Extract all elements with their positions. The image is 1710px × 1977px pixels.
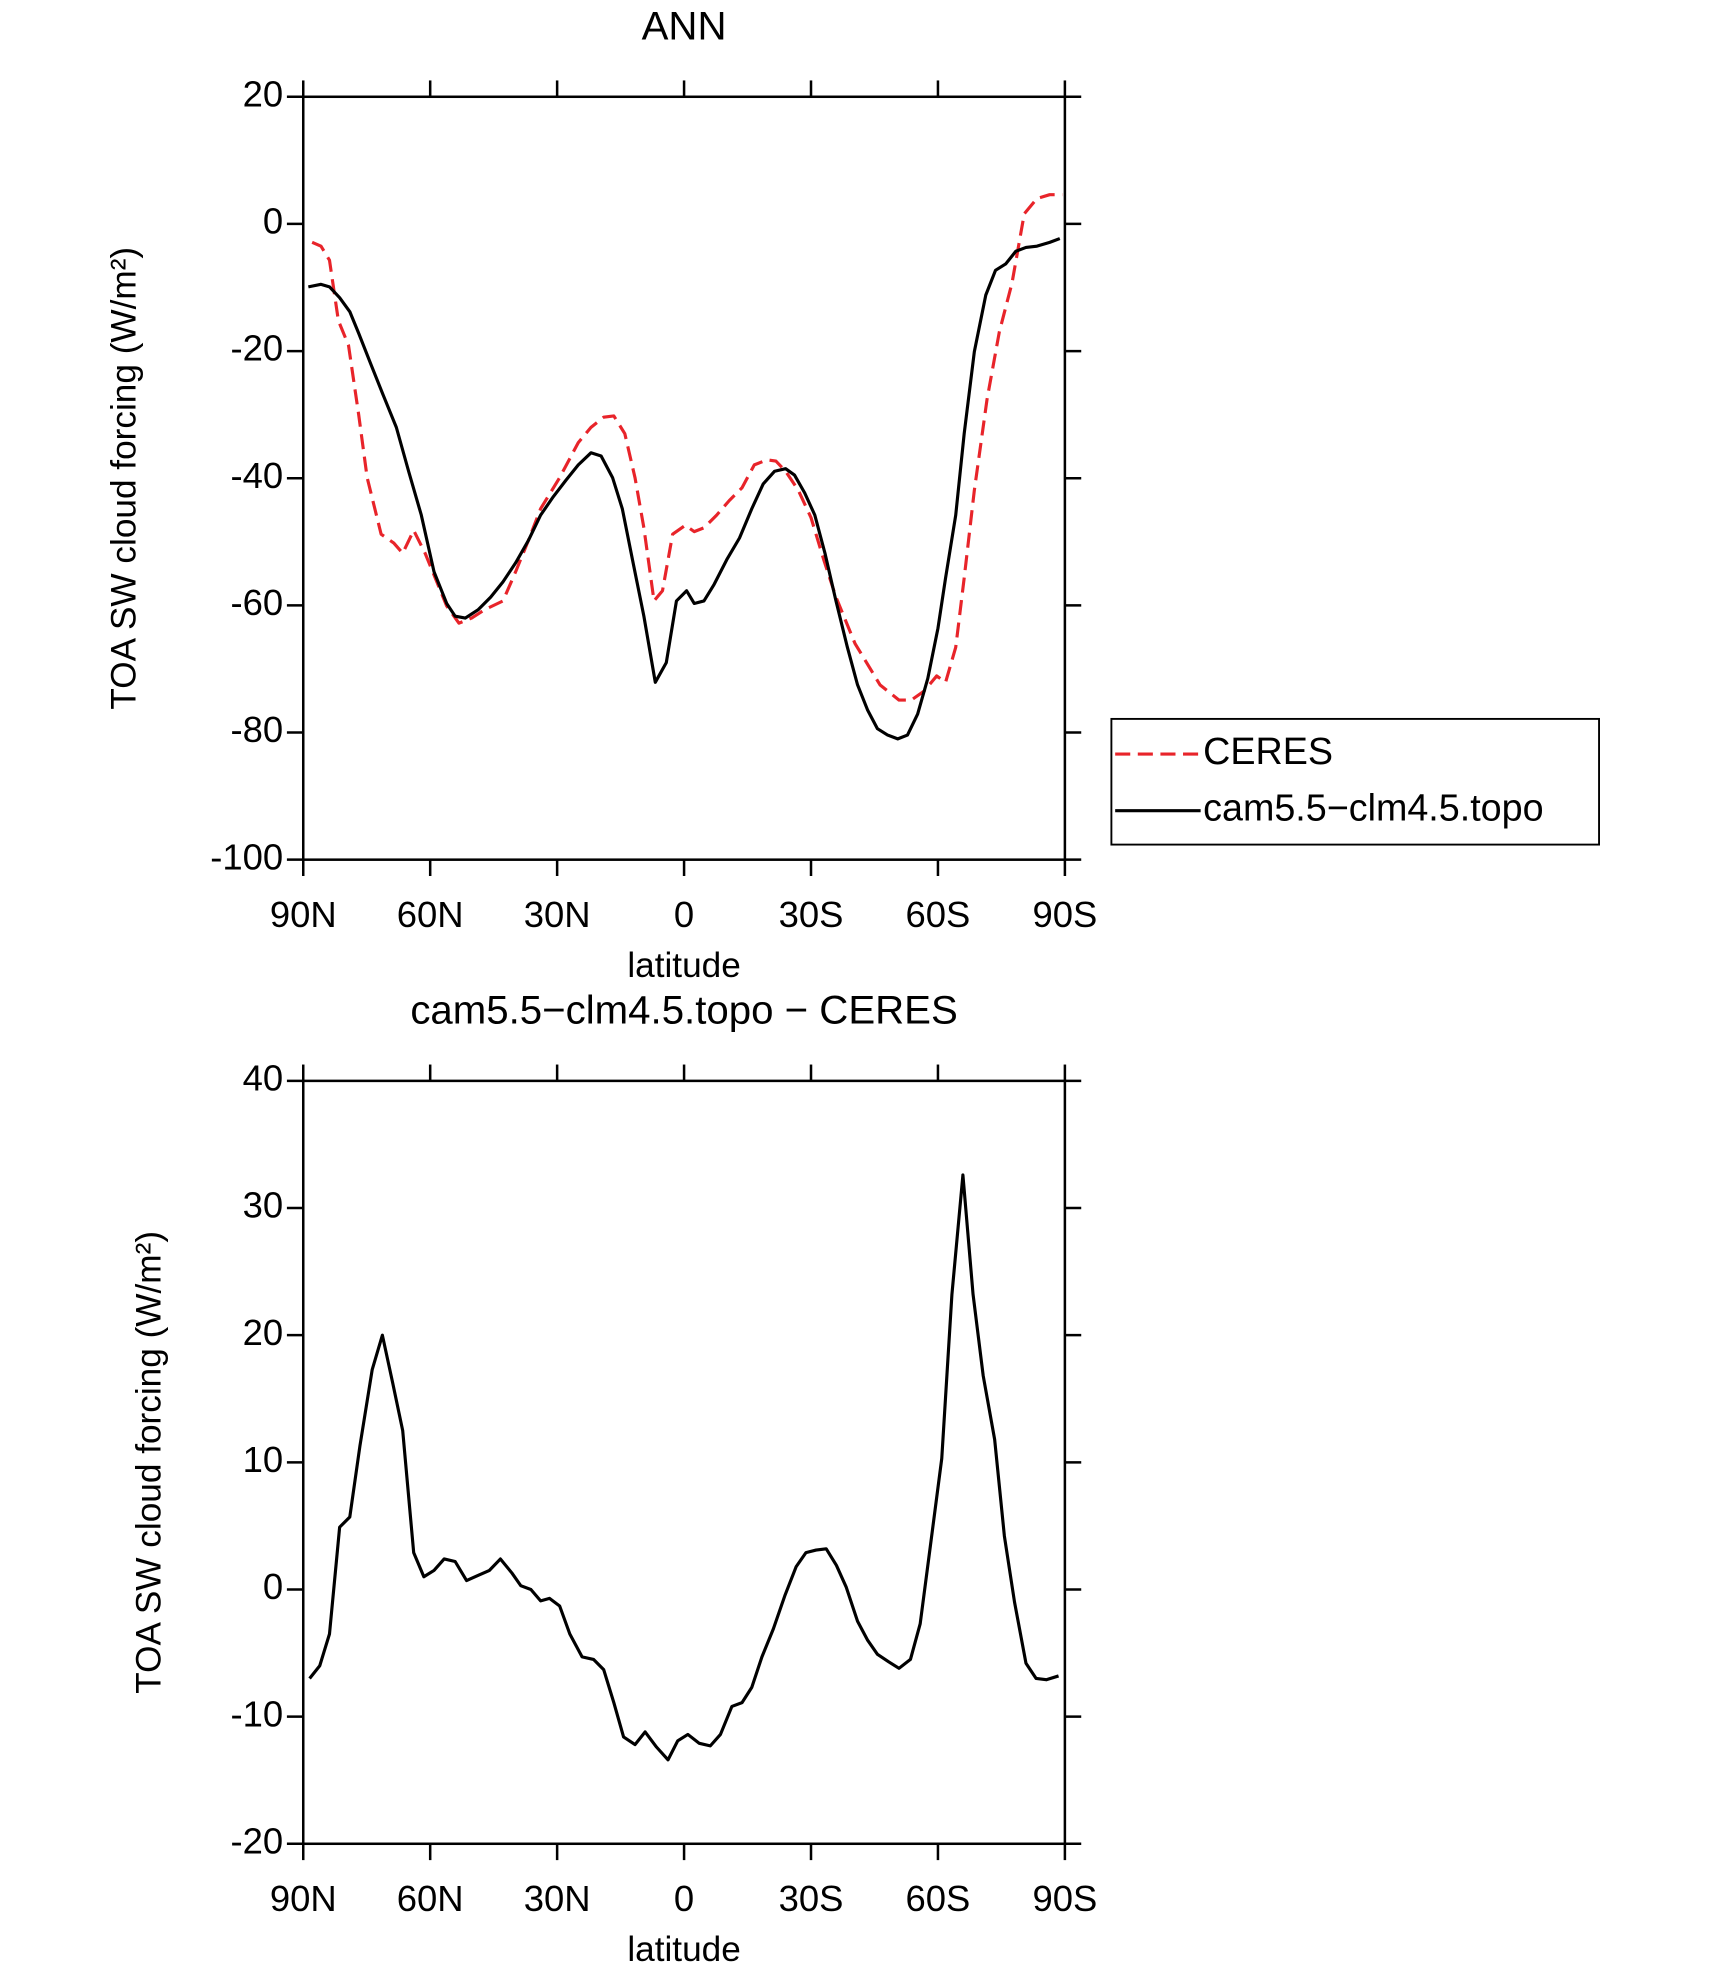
legend-box: [1110, 717, 1600, 846]
x-tick-label: 60S: [906, 894, 971, 935]
y-tick-label: -80: [230, 709, 283, 750]
y-tick-label: 0: [263, 201, 283, 242]
y-tick-label: -20: [230, 328, 283, 369]
y-tick-label: 10: [243, 1439, 284, 1480]
x-tick-label: 90N: [270, 894, 337, 935]
y-tick-label: -100: [210, 836, 283, 877]
legend-label: cam5.5−clm4.5.topo: [1203, 787, 1543, 829]
x-axis-label: latitude: [627, 946, 740, 985]
y-tick-label: -10: [230, 1693, 283, 1734]
chart-title: cam5.5−clm4.5.topo − CERES: [410, 988, 957, 1033]
y-axis-label: TOA SW cloud forcing (W/m²): [129, 1231, 168, 1694]
x-tick-label: 90N: [270, 1878, 337, 1919]
y-tick-label: 40: [243, 1058, 284, 1099]
y-axis-label: TOA SW cloud forcing (W/m²): [104, 247, 143, 710]
x-tick-label: 60N: [397, 894, 464, 935]
data-line: [308, 237, 1061, 741]
x-tick-label: 0: [674, 1878, 694, 1919]
y-tick-label: -60: [230, 582, 283, 623]
x-axis-label: latitude: [627, 1930, 740, 1969]
x-tick-label: 90S: [1032, 1878, 1097, 1919]
y-tick-label: 20: [243, 1312, 284, 1353]
y-tick-label: 0: [263, 1566, 283, 1607]
x-tick-label: 30S: [779, 1878, 844, 1919]
x-tick-label: 30S: [779, 894, 844, 935]
x-tick-label: 60N: [397, 1878, 464, 1919]
legend-label: CERES: [1203, 730, 1333, 772]
data-line: [308, 1173, 1060, 1762]
x-tick-label: 30N: [524, 1878, 591, 1919]
data-line: [311, 193, 1063, 702]
x-tick-label: 30N: [524, 894, 591, 935]
chart-title: ANN: [642, 4, 727, 49]
y-tick-label: -20: [230, 1820, 283, 1861]
x-tick-label: 60S: [906, 1878, 971, 1919]
y-tick-label: 20: [243, 73, 284, 114]
x-tick-label: 90S: [1032, 894, 1097, 935]
x-tick-label: 0: [674, 894, 694, 935]
plot-frame: [301, 95, 1067, 861]
y-tick-label: -40: [230, 455, 283, 496]
plot-frame: [301, 1079, 1067, 1846]
y-tick-label: 30: [243, 1185, 284, 1226]
